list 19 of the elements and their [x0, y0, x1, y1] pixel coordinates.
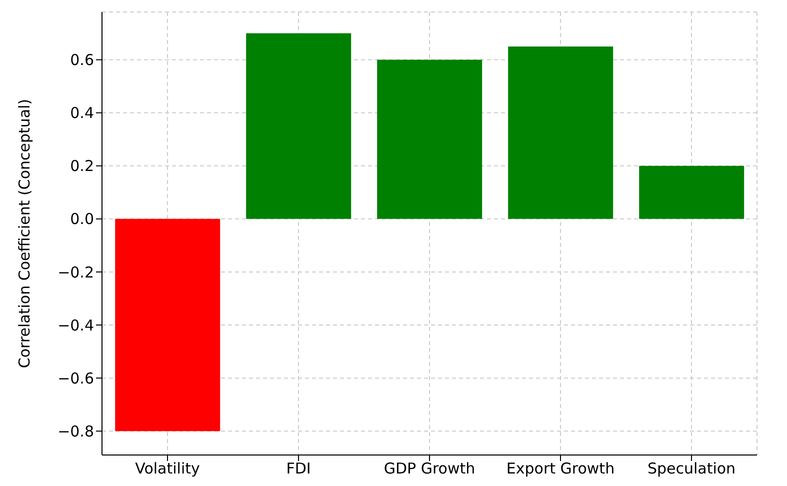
bar: [639, 166, 744, 219]
x-tick-label: FDI: [286, 460, 311, 478]
y-axis-title: Correlation Coefficient (Conceptual): [15, 98, 34, 368]
y-tick-label: −0.2: [58, 263, 94, 282]
y-tick-label: 0.0: [70, 210, 94, 228]
y-tick-label: −0.8: [58, 422, 94, 440]
x-tick-label: Speculation: [647, 460, 736, 478]
bar: [377, 60, 482, 219]
x-tick-label: GDP Growth: [384, 460, 476, 478]
bar: [115, 218, 220, 432]
y-tick-label: 0.6: [70, 51, 94, 70]
x-tick-label: Volatility: [135, 460, 200, 478]
bar: [246, 33, 352, 219]
x-tick-label: Export Growth: [506, 460, 615, 478]
y-tick-label: −0.4: [58, 316, 94, 334]
y-tick-label: 0.2: [70, 157, 94, 176]
y-tick-label: −0.6: [58, 369, 94, 388]
bar: [508, 46, 614, 219]
y-tick-label: 0.4: [70, 104, 94, 122]
